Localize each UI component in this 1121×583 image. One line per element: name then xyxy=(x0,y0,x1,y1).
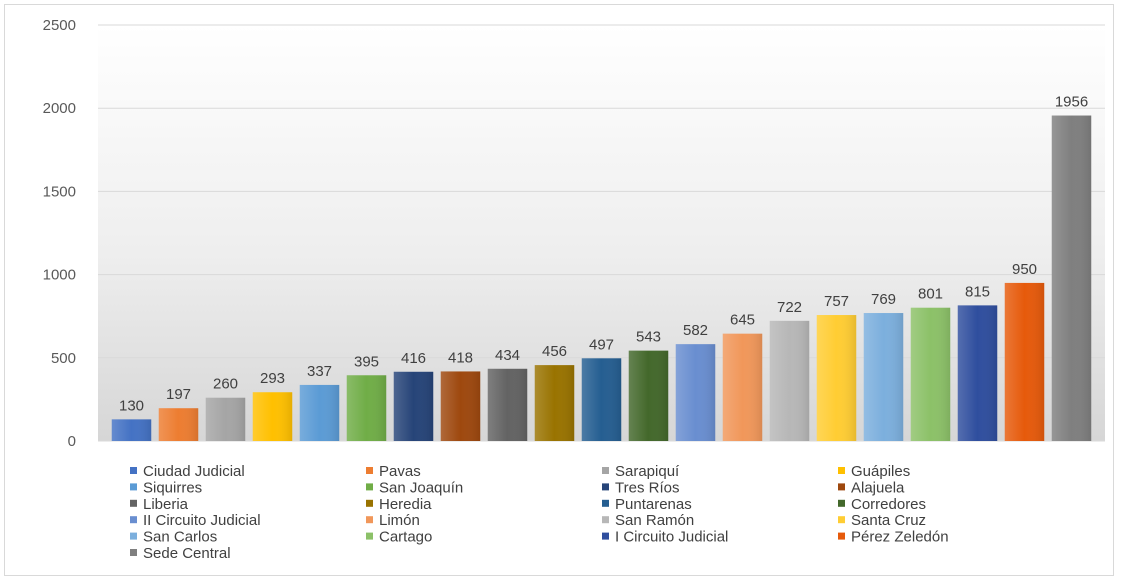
legend-label: Tres Ríos xyxy=(615,479,679,496)
bar-shading xyxy=(1004,282,1045,441)
bar-shading xyxy=(910,307,951,441)
data-label: 337 xyxy=(307,363,332,380)
y-tick-label: 0 xyxy=(68,433,76,450)
legend-label: Alajuela xyxy=(851,479,905,496)
data-label: 757 xyxy=(824,293,849,310)
legend-label: II Circuito Judicial xyxy=(143,512,261,529)
data-label: 645 xyxy=(730,312,755,329)
data-label: 543 xyxy=(636,329,661,346)
y-tick-label: 500 xyxy=(51,350,76,367)
legend-label: San Joaquín xyxy=(379,479,463,496)
legend-swatch xyxy=(602,467,609,474)
data-label: 582 xyxy=(683,322,708,339)
bar-shading xyxy=(299,384,340,441)
legend-label: Heredia xyxy=(379,496,432,513)
y-tick-label: 2000 xyxy=(43,100,76,117)
legend-label: Liberia xyxy=(143,496,189,513)
bar-shading xyxy=(769,320,810,441)
data-label: 418 xyxy=(448,349,473,366)
data-label: 815 xyxy=(965,283,990,300)
bar-shading xyxy=(863,313,904,441)
bar-shading xyxy=(1051,115,1092,441)
bar-shading xyxy=(957,305,998,441)
bar-shading xyxy=(346,375,387,441)
legend-swatch xyxy=(602,483,609,491)
legend-label: San Ramón xyxy=(615,512,694,529)
y-tick-label: 2500 xyxy=(43,17,76,34)
legend-swatch xyxy=(366,499,373,507)
legend-swatch xyxy=(602,516,609,524)
bar-shading xyxy=(581,358,622,441)
y-tick-label: 1000 xyxy=(43,267,76,284)
bar-shading xyxy=(534,365,575,441)
bar-shading xyxy=(252,392,293,441)
legend-swatch xyxy=(602,532,609,540)
legend-label: Pérez Zeledón xyxy=(851,529,949,546)
legend-swatch xyxy=(366,532,373,540)
bar-shading xyxy=(487,368,528,441)
data-label: 416 xyxy=(401,350,426,367)
legend-label: Cartago xyxy=(379,529,432,546)
legend-swatch xyxy=(130,516,137,524)
legend-swatch xyxy=(130,483,137,491)
legend-label: Santa Cruz xyxy=(851,512,926,529)
legend-label: Ciudad Judicial xyxy=(143,463,245,480)
data-label: 497 xyxy=(589,336,614,353)
legend-swatch xyxy=(838,483,845,491)
legend-swatch xyxy=(838,532,845,540)
legend-swatch xyxy=(366,483,373,491)
legend-swatch xyxy=(130,549,137,556)
data-label: 260 xyxy=(213,376,238,393)
y-axis: 0 500 1000 1500 2000 2500 xyxy=(43,17,76,450)
legend-label: I Circuito Judicial xyxy=(615,529,728,546)
bar-shading xyxy=(675,344,716,441)
legend-swatch xyxy=(366,467,373,474)
data-label: 950 xyxy=(1012,261,1037,278)
legend-swatch xyxy=(838,467,845,474)
data-label: 1956 xyxy=(1055,94,1088,111)
legend-label: Corredores xyxy=(851,496,926,513)
legend-swatch xyxy=(602,499,609,507)
bar-shading xyxy=(158,408,199,441)
legend-swatch xyxy=(130,532,137,540)
data-label: 801 xyxy=(918,286,943,303)
legend-swatch xyxy=(366,516,373,524)
y-tick-label: 1500 xyxy=(43,183,76,200)
data-labels: 130 197 260 293 337 395 416 418 434 456 497 543 582 6… xyxy=(119,94,1088,415)
bar-shading xyxy=(393,371,434,441)
data-label: 434 xyxy=(495,347,520,364)
data-label: 130 xyxy=(119,397,144,414)
bar-shading xyxy=(628,350,669,441)
legend-swatch xyxy=(130,499,137,507)
legend-label: Sarapiquí xyxy=(615,463,680,480)
data-label: 293 xyxy=(260,370,285,387)
legend-label: San Carlos xyxy=(143,529,217,546)
bar-shading xyxy=(722,333,763,441)
gridlines xyxy=(98,24,1105,442)
bar-shading xyxy=(816,315,857,441)
bar-shading xyxy=(440,371,481,441)
legend-swatch xyxy=(838,516,845,524)
data-label: 197 xyxy=(166,386,191,403)
legend-swatch xyxy=(838,499,845,507)
legend-label: Puntarenas xyxy=(615,496,692,513)
data-label: 722 xyxy=(777,299,802,316)
data-label: 769 xyxy=(871,291,896,308)
legend-label: Siquirres xyxy=(143,479,202,496)
data-label: 456 xyxy=(542,343,567,360)
bar-shading xyxy=(111,419,152,441)
legend: Ciudad Judicial Pavas Sarapiquí Guápiles Siq… xyxy=(130,463,949,562)
bar-shading xyxy=(205,397,246,441)
legend-label: Sede Central xyxy=(143,545,231,562)
data-label: 395 xyxy=(354,353,379,370)
legend-label: Guápiles xyxy=(851,463,910,480)
legend-label: Limón xyxy=(379,512,420,529)
legend-swatch xyxy=(130,467,137,474)
legend-label: Pavas xyxy=(379,463,421,480)
bars xyxy=(111,115,1092,441)
